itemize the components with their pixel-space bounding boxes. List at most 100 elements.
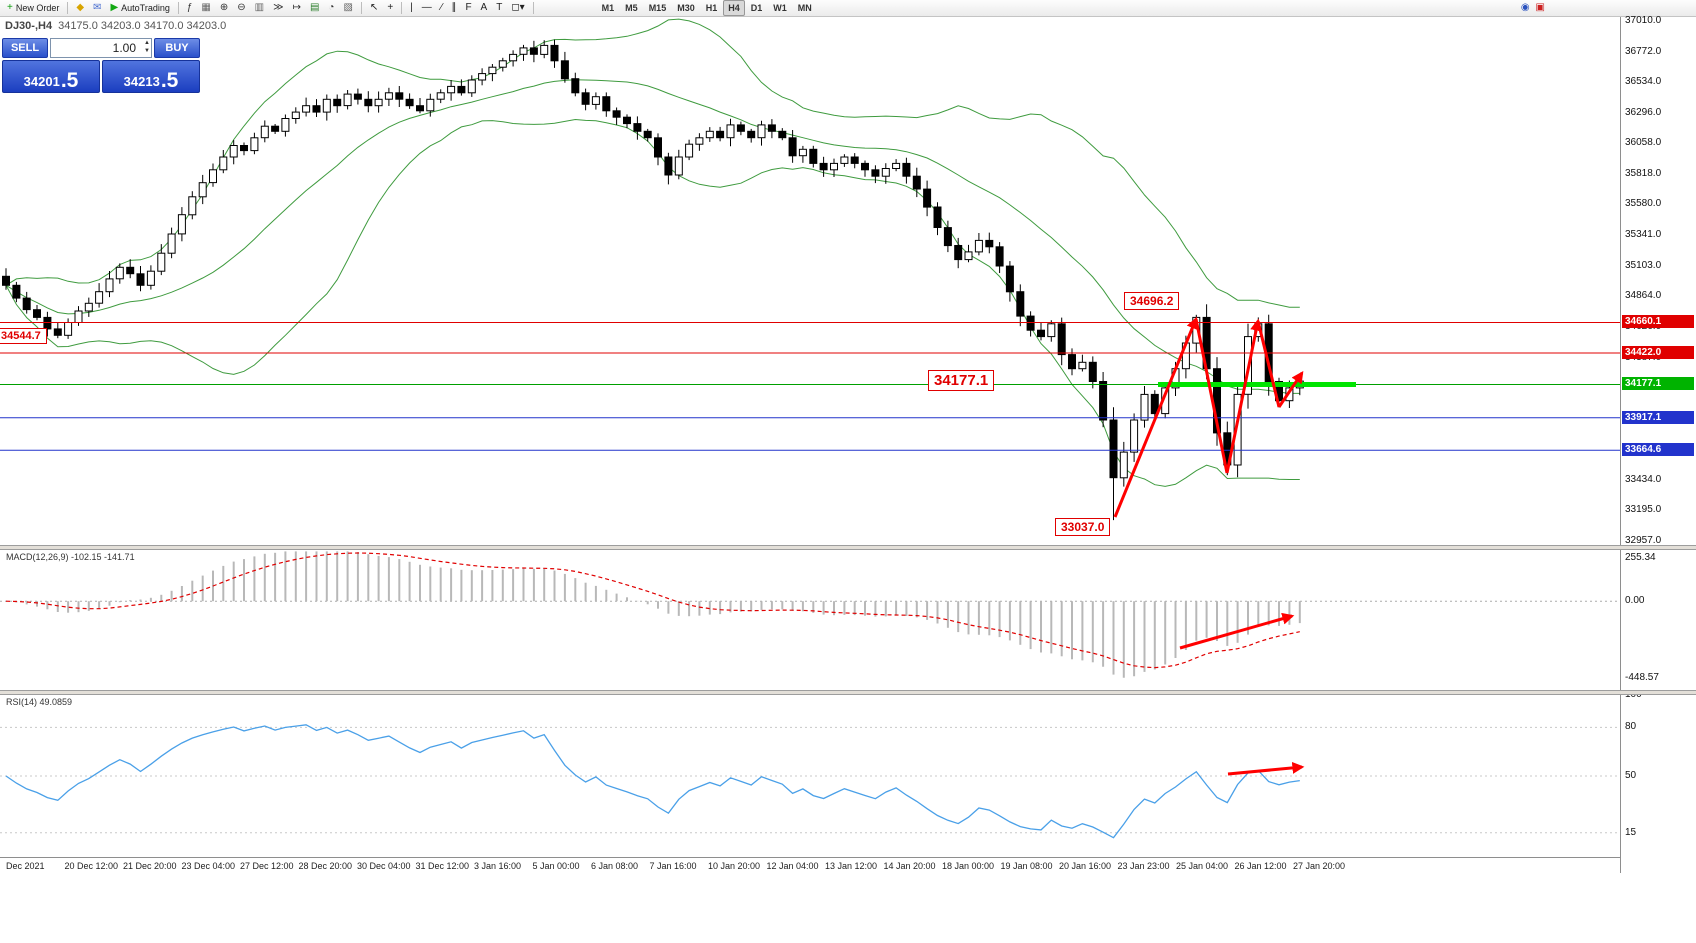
timeframe-m1-button[interactable]: M1 <box>601 3 615 13</box>
price-tick: 37010.0 <box>1625 15 1662 26</box>
period-selector-icon[interactable]: ◔ <box>324 0 338 16</box>
level-price-badge: 34422.0 <box>1622 346 1694 360</box>
price-tick: 32957.0 <box>1625 535 1662 546</box>
time-axis-label: 26 Jan 12:00 <box>1234 861 1287 871</box>
new-chart-icon-glyph: ▤ <box>309 2 320 13</box>
community-icon[interactable]: ▣ <box>1535 2 1545 13</box>
panel-splitter[interactable] <box>0 690 1696 695</box>
new-order-button[interactable]: + New Order <box>3 0 63 16</box>
time-axis-label: 20 Dec 12:00 <box>64 861 119 871</box>
sell-price-button[interactable]: 34201.5 <box>2 60 100 93</box>
horizontal-line-icon-glyph: — <box>421 2 432 13</box>
macd-indicator-panel[interactable] <box>0 550 1620 690</box>
news-icon-glyph: ✉ <box>93 2 102 13</box>
level-price-badge: 33664.6 <box>1622 443 1694 457</box>
buy-price: 34213 <box>123 74 160 89</box>
crosshair-icon[interactable]: + <box>383 0 397 16</box>
time-axis-label: Dec 2021 <box>6 861 45 871</box>
trendline-icon[interactable]: ∕ <box>437 0 447 16</box>
volume-spin-arrows[interactable]: ▲ ▼ <box>144 39 150 55</box>
channel-icon[interactable]: ∥ <box>447 0 460 16</box>
candles-layer <box>2 39 1304 521</box>
toolbar-right-icons: ◉ ▣ <box>1521 3 1545 13</box>
price-tick: 33195.0 <box>1625 504 1662 516</box>
shapes-dropdown-icon-glyph: ◻▾ <box>511 2 525 13</box>
buy-button[interactable]: BUY <box>154 38 200 58</box>
text-label-icon[interactable]: T <box>492 0 506 16</box>
volume-up-icon[interactable]: ▲ <box>144 40 150 46</box>
autotrading-button-glyph: ▶ <box>110 2 119 13</box>
autotrading-button[interactable]: ▶ AutoTrading <box>106 0 173 16</box>
rsi-level-lines <box>0 726 1620 834</box>
price-tick: 35580.0 <box>1625 198 1662 210</box>
buy-price-button[interactable]: 34213.5 <box>102 60 200 93</box>
crosshair-icon-glyph: + <box>387 2 394 13</box>
new-chart-icon[interactable]: ▤ <box>306 0 323 16</box>
panel-splitter[interactable] <box>0 545 1696 550</box>
rsi-scale-tick: 50 <box>1625 770 1637 781</box>
horizontal-line-icon[interactable]: — <box>418 0 436 16</box>
price-axis[interactable]: 37010.0 36772.0 36534.0 36296.0 36058.0 35818… <box>1620 15 1696 873</box>
time-axis-label: 21 Dec 20:00 <box>123 861 177 871</box>
sell-button[interactable]: SELL <box>2 38 48 58</box>
annotation-price-label[interactable]: 34177.1 <box>928 370 995 391</box>
timeframe-d1-button[interactable]: D1 <box>750 3 763 13</box>
templates-icon-glyph: ▧ <box>343 2 353 13</box>
annotation-price-label[interactable]: 33037.0 <box>1055 518 1111 536</box>
main-price-chart[interactable] <box>0 17 1620 545</box>
buy-price-pips: .5 <box>160 69 179 92</box>
zoom-out-icon[interactable]: ⊖ <box>233 0 249 16</box>
time-axis-label: 27 Dec 12:00 <box>240 861 294 871</box>
tile-windows-icon[interactable]: ▥ <box>251 0 268 16</box>
timeframe-m30-button[interactable]: M30 <box>677 3 695 13</box>
templates-icon[interactable]: ▧ <box>339 0 356 16</box>
chart-symbol-title: DJ30-,H4 34175.0 34203.0 34170.0 34203.0 <box>5 20 226 32</box>
indicators-icon[interactable]: ƒ <box>183 0 197 16</box>
volume-down-icon[interactable]: ▼ <box>144 48 150 54</box>
time-axis-label: 27 Jan 20:00 <box>1293 861 1346 871</box>
macd-scale-tick: -448.57 <box>1625 671 1659 683</box>
news-icon[interactable]: ✉ <box>89 0 105 16</box>
time-axis-label: 25 Jan 04:00 <box>1176 861 1229 871</box>
time-axis-label: 13 Jan 12:00 <box>825 861 878 871</box>
price-tick: 35341.0 <box>1625 229 1662 241</box>
toolbar-separator <box>360 2 362 14</box>
price-tick: 36296.0 <box>1625 106 1662 118</box>
rsi-annotation-arrow <box>1227 761 1305 776</box>
objects-list-icon[interactable]: ▦ <box>197 0 214 16</box>
auto-scroll-icon[interactable]: ≫ <box>269 0 287 16</box>
mql5-icon[interactable]: ◆ <box>72 0 88 16</box>
level-price-badge: 33917.1 <box>1622 410 1694 424</box>
level-price-badge: 34177.1 <box>1622 377 1694 391</box>
volume-stepper[interactable]: 1.00 ▲ ▼ <box>50 38 152 58</box>
timeframe-m15-button[interactable]: M15 <box>648 3 667 13</box>
time-axis[interactable]: Dec 2021 20 Dec 12:00 21 Dec 20:00 23 Dec 0… <box>0 857 1620 874</box>
time-axis-label: 20 Jan 16:00 <box>1059 861 1112 871</box>
fibonacci-icon[interactable]: F <box>461 0 475 16</box>
annotation-price-label[interactable]: 34544.7 <box>0 328 47 344</box>
one-click-trading-panel: SELL 1.00 ▲ ▼ BUY 34201.5 34213.5 <box>2 38 200 93</box>
toolbar-separator <box>401 2 403 14</box>
text-icon[interactable]: A <box>477 0 492 16</box>
fibonacci-icon-glyph: F <box>465 2 472 13</box>
autotrading-button-label: AutoTrading <box>121 3 170 13</box>
timeframe-h1-button[interactable]: H1 <box>705 3 718 13</box>
chart-shift-icon[interactable]: ↦ <box>289 0 305 16</box>
annotation-price-label[interactable]: 34696.2 <box>1124 292 1180 310</box>
indicators-icon-glyph: ƒ <box>186 2 193 13</box>
cursor-icon[interactable]: ↖ <box>366 0 382 16</box>
time-axis-label: 5 Jan 00:00 <box>532 861 580 871</box>
rsi-indicator-panel[interactable] <box>0 695 1620 857</box>
period-selector-icon-glyph: ◔ <box>328 2 335 13</box>
rsi-scale-tick: 80 <box>1625 721 1637 733</box>
shapes-dropdown-icon[interactable]: ◻▾ <box>507 0 528 16</box>
search-icon[interactable]: ◉ <box>1520 2 1530 13</box>
vertical-line-icon[interactable]: | <box>406 0 417 16</box>
new-order-button-label: New Order <box>15 3 60 13</box>
zoom-in-icon[interactable]: ⊕ <box>216 0 232 16</box>
timeframe-w1-button[interactable]: W1 <box>773 3 787 13</box>
timeframe-mn-button[interactable]: MN <box>797 3 812 13</box>
time-axis-label: 6 Jan 08:00 <box>591 861 639 871</box>
timeframe-m5-button[interactable]: M5 <box>625 3 638 13</box>
timeframe-h4-button[interactable]: H4 <box>723 0 745 16</box>
